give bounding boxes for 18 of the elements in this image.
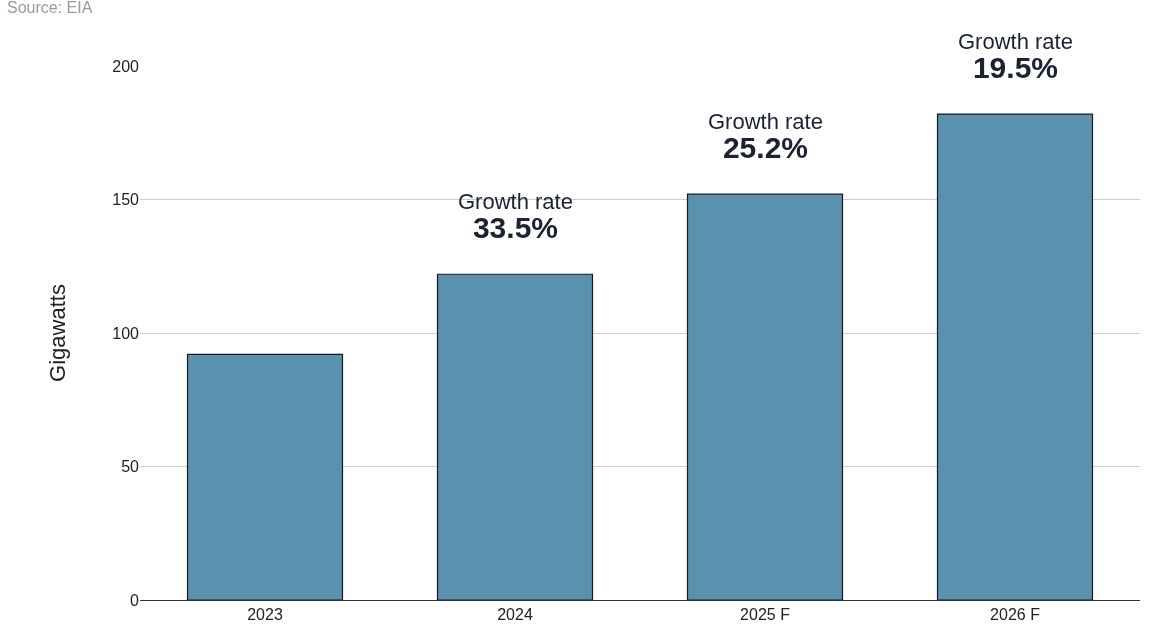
annotation: Growth rate 19.5% — [958, 29, 1073, 84]
x-tick-label: 2023 — [247, 606, 283, 624]
y-tick-label: 200 — [112, 57, 140, 75]
bar — [936, 113, 1094, 600]
y-axis-title: Gigawatts — [45, 284, 71, 382]
annotation: Growth rate 33.5% — [458, 189, 573, 244]
y-tick-label: 50 — [121, 458, 140, 476]
y-tick-label: 0 — [130, 591, 140, 609]
annotation: Growth rate 25.2% — [708, 109, 823, 164]
y-tick-label: 150 — [112, 191, 140, 209]
x-tick-label: 2026 F — [990, 606, 1041, 624]
bar — [686, 193, 844, 600]
source-note: Source: EIA — [7, 0, 93, 16]
bar — [186, 353, 344, 600]
x-tick-label: 2025 F — [740, 606, 791, 624]
y-tick-label: 100 — [112, 324, 140, 342]
x-tick-label: 2024 — [497, 606, 533, 624]
bar — [436, 273, 594, 600]
